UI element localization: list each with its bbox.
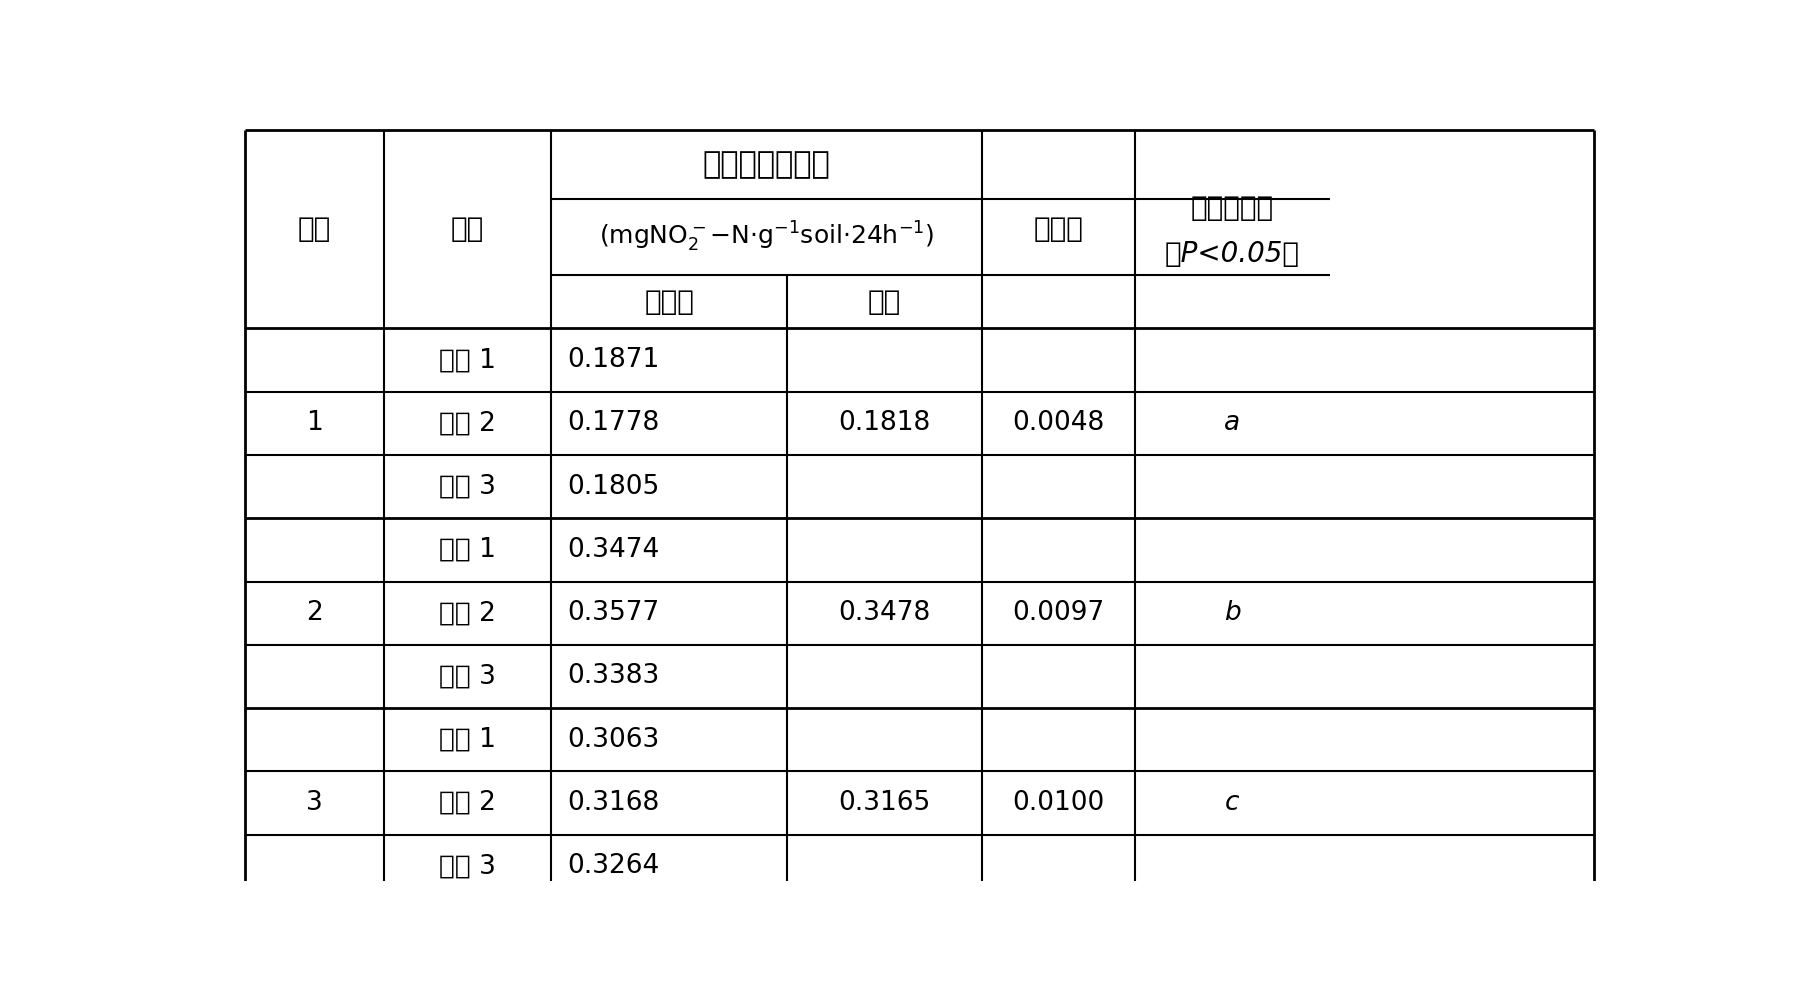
Text: 0.3474: 0.3474 [567, 537, 660, 563]
Text: 确酸还原酶活性: 确酸还原酶活性 [703, 150, 831, 179]
Text: b: b [1224, 600, 1241, 626]
Text: 差异显著性: 差异显著性 [1191, 194, 1274, 222]
Text: 0.3063: 0.3063 [567, 727, 660, 752]
Text: 测定値: 测定値 [644, 288, 694, 316]
Text: 2: 2 [307, 600, 323, 626]
Text: a: a [1224, 410, 1240, 437]
Text: 重复 3: 重复 3 [440, 663, 495, 689]
Text: 3: 3 [307, 790, 323, 816]
Text: c: c [1225, 790, 1240, 816]
Text: 处理: 处理 [298, 216, 332, 244]
Text: 0.0097: 0.0097 [1012, 600, 1105, 626]
Text: 重复 2: 重复 2 [440, 600, 495, 626]
Text: 0.0048: 0.0048 [1012, 410, 1105, 437]
Text: 重复 3: 重复 3 [440, 473, 495, 500]
Text: 0.3264: 0.3264 [567, 853, 660, 879]
Text: （P<0.05）: （P<0.05） [1164, 240, 1301, 267]
Text: 1: 1 [307, 410, 323, 437]
Text: 均値: 均値 [868, 288, 901, 316]
Text: 0.3577: 0.3577 [567, 600, 660, 626]
Text: 0.1805: 0.1805 [567, 473, 660, 500]
Text: $($mgNO$_2^-$$-$N$\cdot$g$^{-1}$soil$\cdot$24h$^{-1}$$)$: $($mgNO$_2^-$$-$N$\cdot$g$^{-1}$soil$\cd… [599, 220, 935, 254]
Text: 0.3383: 0.3383 [567, 663, 660, 689]
Text: 重复 1: 重复 1 [440, 727, 495, 752]
Text: 0.1818: 0.1818 [838, 410, 931, 437]
Text: 标准差: 标准差 [1033, 216, 1084, 244]
Text: 0.3165: 0.3165 [838, 790, 931, 816]
Text: 重复 3: 重复 3 [440, 853, 495, 879]
Text: 重复 2: 重复 2 [440, 790, 495, 816]
Text: 0.3478: 0.3478 [838, 600, 931, 626]
Text: 0.3168: 0.3168 [567, 790, 660, 816]
Text: 0.0100: 0.0100 [1012, 790, 1105, 816]
Text: 0.1871: 0.1871 [567, 347, 660, 373]
Text: 重复: 重复 [450, 216, 484, 244]
Text: 0.1778: 0.1778 [567, 410, 660, 437]
Text: 重复 1: 重复 1 [440, 537, 495, 563]
Text: 重复 2: 重复 2 [440, 410, 495, 437]
Text: 重复 1: 重复 1 [440, 347, 495, 373]
